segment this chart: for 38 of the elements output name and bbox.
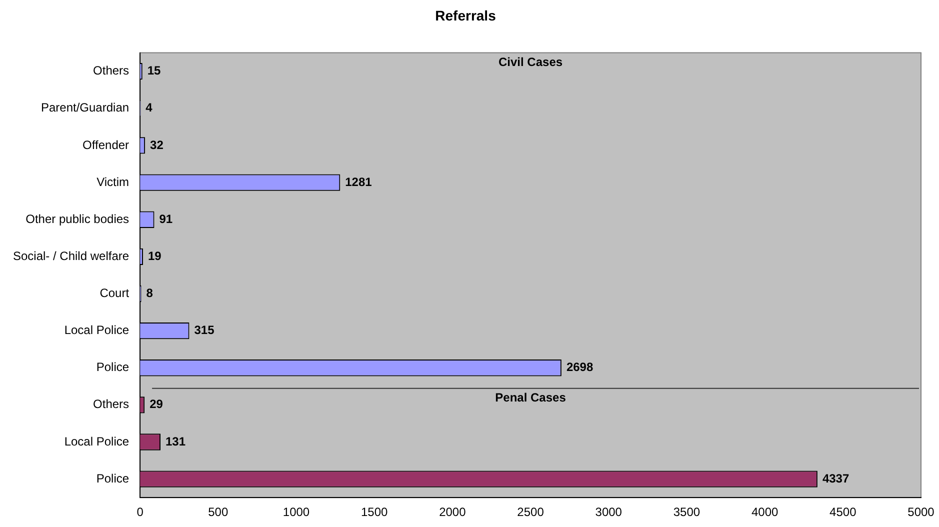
annotation: Penal Cases	[495, 390, 566, 405]
x-tick-label: 0	[136, 505, 144, 520]
data-label: 29	[150, 397, 164, 412]
x-tick-label: 2500	[517, 505, 544, 520]
data-label: 19	[148, 248, 162, 263]
y-tick-label: Police	[96, 471, 130, 486]
y-tick-label: Offender	[82, 138, 130, 152]
data-label: 315	[194, 323, 215, 338]
annotation: Civil Cases	[498, 55, 563, 70]
x-tick-label: 3000	[595, 505, 622, 520]
x-tick-label: 2000	[439, 505, 466, 520]
x-tick-label: 1500	[360, 505, 388, 520]
x-tick-label: 4500	[830, 505, 857, 520]
y-tick-label: Social- / Child welfare	[13, 248, 130, 263]
y-tick-label: Police	[96, 360, 130, 374]
data-label: 4337	[822, 471, 850, 486]
data-label: 131	[166, 434, 186, 448]
x-tick-label: 1000	[282, 505, 310, 520]
x-tick-label: 500	[208, 505, 228, 520]
y-tick-label: Local Police	[64, 434, 130, 448]
data-label: 91	[159, 212, 173, 226]
data-label: 8	[146, 286, 154, 300]
y-tick-label: Other public bodies	[26, 212, 130, 226]
data-label: 32	[150, 138, 164, 152]
chart-title: Referrals	[435, 7, 496, 24]
data-label: 4	[146, 100, 153, 115]
x-tick-label: 4000	[751, 505, 778, 520]
y-tick-label: Others	[93, 64, 130, 78]
y-tick-label: Parent/Guardian	[40, 100, 130, 115]
y-tick-label: Victim	[96, 174, 130, 189]
data-label: 2698	[566, 360, 594, 374]
x-tick-label: 5000	[908, 505, 935, 520]
data-label: 15	[147, 64, 162, 78]
y-tick-label: Court	[100, 286, 130, 300]
y-tick-label: Local Police	[64, 323, 130, 338]
y-tick-label: Others	[93, 397, 130, 412]
x-tick-label: 3500	[673, 505, 700, 520]
data-label: 1281	[345, 174, 372, 189]
